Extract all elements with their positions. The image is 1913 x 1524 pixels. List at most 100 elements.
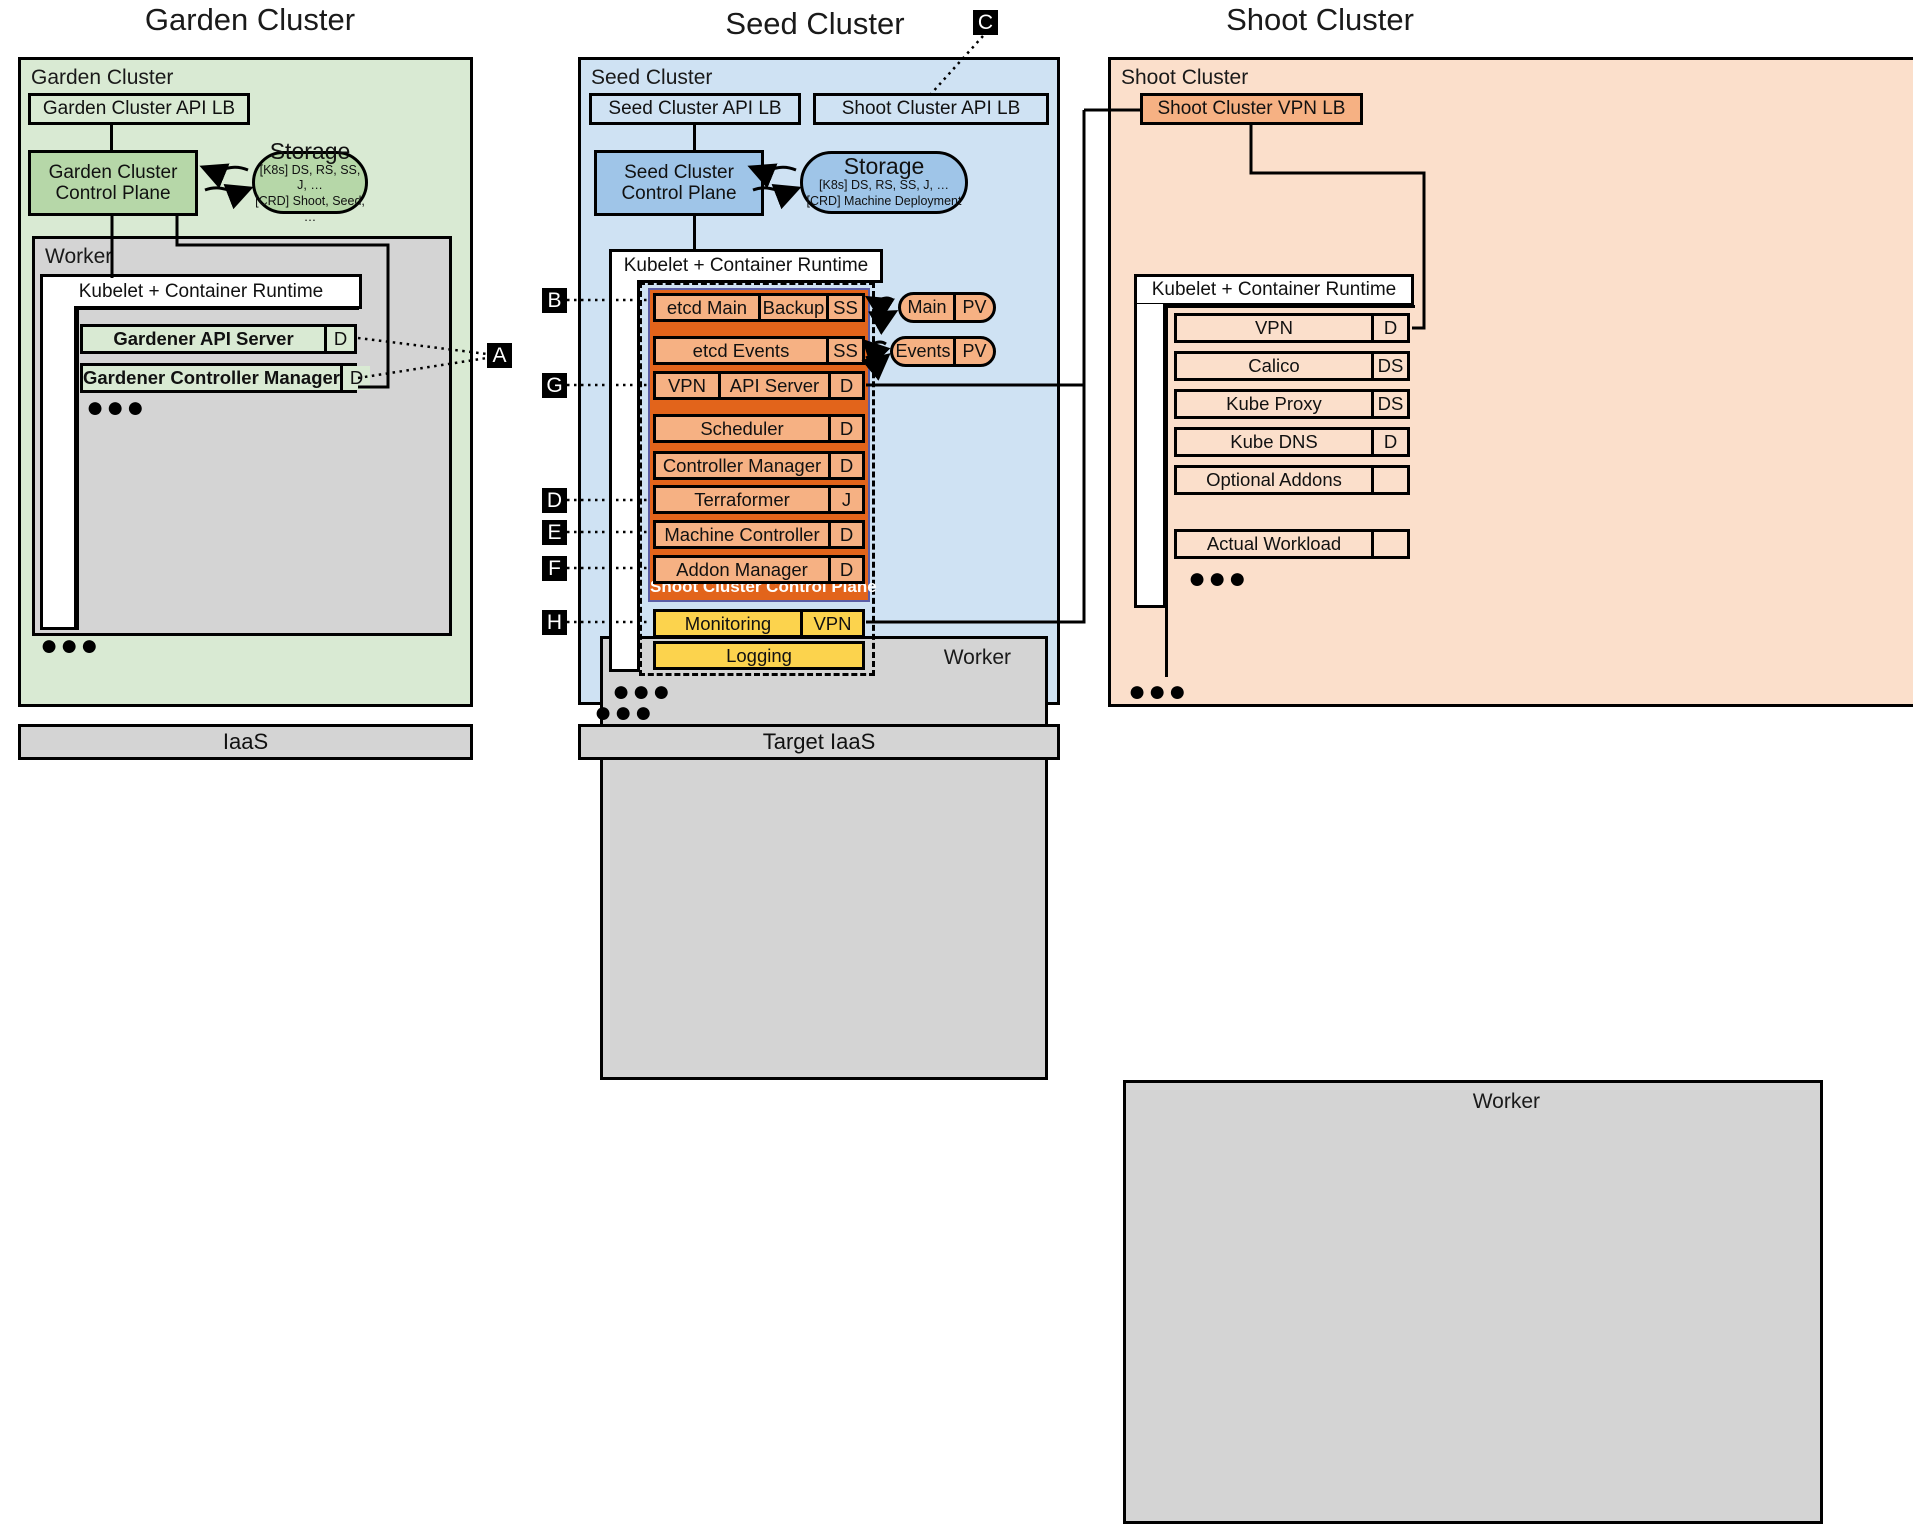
seed-component-name: Terraformer [656, 488, 828, 511]
seed-component-name: Scheduler [656, 417, 828, 440]
seed-storage-title: Storage [843, 153, 925, 180]
seed-component-mid: Backup [758, 296, 826, 319]
seed-storage-crd: [CRD] Machine Deployment [806, 194, 962, 208]
shoot-component-row[interactable]: Kube Proxy DS [1174, 389, 1410, 419]
callout-chip-d: D [542, 488, 567, 513]
garden-control-plane-line2: Control Plane [55, 183, 171, 204]
seed-storage-k8s: [K8s] DS, RS, SS, J, … [819, 178, 949, 193]
seed-component-row[interactable]: Scheduler D [653, 414, 865, 443]
shoot-component-name: Kube DNS [1177, 430, 1371, 454]
seed-component-kind: SS [826, 296, 862, 319]
shoot-component-kind: DS [1371, 354, 1407, 378]
garden-storage-title: Storage [269, 137, 351, 164]
shoot-component-name: Kube Proxy [1177, 392, 1371, 416]
seed-component-kind: D [828, 454, 862, 477]
seed-component-name: Addon Manager [656, 558, 828, 581]
seed-column-title: Seed Cluster [725, 6, 905, 41]
callout-chip-a: A [487, 343, 512, 368]
shoot-component-kind: D [1371, 430, 1407, 454]
seed-component-kind: D [828, 417, 862, 440]
seed-storage: Storage [K8s] DS, RS, SS, J, … [CRD] Mac… [800, 151, 968, 214]
garden-component-name: Gardener Controller Manager [83, 366, 341, 390]
seed-control-plane-line2: Control Plane [621, 183, 737, 204]
seed-iaas-bar: Target IaaS [578, 724, 1060, 760]
garden-component-row[interactable]: Gardener API Server D [80, 324, 357, 354]
shoot-workload-kind [1371, 532, 1407, 556]
diagram-canvas: Garden Cluster Seed Cluster Shoot Cluste… [18, 2, 1913, 1524]
seed-component-kind: D [828, 523, 862, 546]
garden-worker-label: Worker [45, 245, 113, 268]
seed-monitoring-name: Monitoring [656, 612, 800, 635]
callout-chip-g: G [542, 373, 567, 398]
seed-component-row[interactable]: Machine Controller D [653, 520, 865, 549]
garden-column-title: Garden Cluster [144, 2, 356, 37]
seed-observability-row[interactable]: Logging [653, 641, 865, 670]
shoot-pod-more-dots: ●●● [1188, 562, 1249, 595]
shoot-cluster-label: Shoot Cluster [1121, 66, 1249, 89]
shoot-workload-name: Actual Workload [1177, 532, 1371, 556]
seed-component-name: etcd Events [656, 339, 826, 362]
seed-logging-name: Logging [656, 644, 862, 667]
shoot-cluster-vpn-lb[interactable]: Shoot Cluster VPN LB [1140, 93, 1363, 125]
garden-storage-crd: [CRD] Shoot, Seed, … [255, 194, 365, 224]
garden-pod-more-dots: ●●● [86, 391, 147, 424]
callout-chip-c: C [973, 10, 998, 35]
garden-component-kind: D [324, 327, 354, 351]
seed-component-row[interactable]: Controller Manager D [653, 451, 865, 480]
garden-control-plane-line1: Garden Cluster [48, 161, 178, 183]
callout-chip-b: B [542, 288, 567, 313]
seed-component-name: Controller Manager [656, 454, 828, 477]
shoot-workload-row[interactable]: Actual Workload [1174, 529, 1410, 559]
callout-chip-e: E [542, 520, 567, 545]
seed-kubelet: Kubelet + Container Runtime [609, 249, 883, 283]
seed-cluster-api-lb[interactable]: Seed Cluster API LB [589, 93, 801, 125]
shoot-component-kind [1371, 468, 1407, 492]
seed-volume-name: Events [895, 341, 951, 361]
shoot-component-name: VPN [1177, 316, 1371, 340]
garden-storage-k8s: [K8s] DS, RS, SS, J, … [259, 162, 361, 193]
shoot-cluster-api-lb[interactable]: Shoot Cluster API LB [813, 93, 1049, 125]
seed-volume-main: Main PV [898, 292, 996, 323]
callout-chip-h: H [542, 610, 567, 635]
garden-component-name: Gardener API Server [83, 327, 324, 351]
shoot-cluster-panel-extended: Shoot Cluster [1108, 57, 1913, 707]
garden-kubelet-column [40, 306, 77, 630]
shoot-column-title: Shoot Cluster [1226, 2, 1414, 37]
seed-kubelet-column [609, 280, 640, 672]
shoot-kubelet: Kubelet + Container Runtime [1134, 274, 1414, 306]
seed-worker-label: Worker [943, 646, 1011, 669]
seed-component-row[interactable]: etcd Events SS [653, 336, 865, 365]
seed-cluster-more-dots: ●●● [594, 696, 655, 729]
seed-component-kind: J [828, 488, 862, 511]
garden-kubelet: Kubelet + Container Runtime [40, 274, 362, 309]
seed-observability-row[interactable]: Monitoring VPN [653, 609, 865, 638]
shoot-component-name: Optional Addons [1177, 468, 1371, 492]
garden-iaas-bar: IaaS [18, 724, 473, 760]
seed-volume-kind: PV [953, 295, 993, 320]
shoot-component-row[interactable]: Calico DS [1174, 351, 1410, 381]
shoot-worker-more-dots: ●●● [1128, 675, 1189, 708]
shoot-component-name: Calico [1177, 354, 1371, 378]
seed-component-name: etcd Main [656, 296, 758, 319]
shoot-worker: Worker [1123, 1080, 1823, 1524]
shoot-component-row[interactable]: VPN D [1174, 313, 1410, 343]
seed-component-row[interactable]: Addon Manager D [653, 555, 865, 584]
shoot-component-row[interactable]: Optional Addons [1174, 465, 1410, 495]
connector-seed-lb-cp [693, 125, 696, 152]
seed-component-row[interactable]: Terraformer J [653, 485, 865, 514]
shoot-component-kind: DS [1371, 392, 1407, 416]
garden-cluster-label: Garden Cluster [31, 66, 174, 89]
seed-component-kind: D [828, 374, 862, 397]
seed-cluster-label: Seed Cluster [591, 66, 713, 89]
garden-component-row[interactable]: Gardener Controller Manager D [80, 363, 371, 393]
seed-component-row[interactable]: etcd Main Backup SS [653, 293, 865, 322]
shoot-kubelet-column [1134, 304, 1166, 608]
connector-garden-lb-cp [110, 125, 113, 152]
seed-control-plane-line1: Seed Cluster [624, 161, 734, 183]
shoot-component-kind: D [1371, 316, 1407, 340]
shoot-component-row[interactable]: Kube DNS D [1174, 427, 1410, 457]
seed-component-row[interactable]: VPN API Server D [653, 371, 865, 400]
callout-chip-f: F [542, 556, 567, 581]
garden-cluster-api-lb[interactable]: Garden Cluster API LB [28, 93, 250, 125]
seed-component-kind: D [828, 558, 862, 581]
